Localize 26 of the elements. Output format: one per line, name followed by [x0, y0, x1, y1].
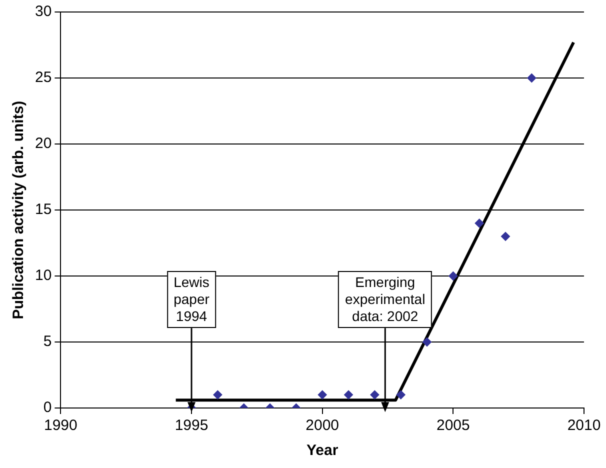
x-tick-label: 2005: [436, 417, 470, 434]
point: [448, 272, 458, 280]
y-tick-label: 25: [34, 69, 52, 86]
x-tick-label: 1990: [44, 417, 78, 434]
y-tick-label: 30: [34, 3, 52, 20]
point: [344, 390, 354, 400]
point: [422, 338, 432, 346]
annotation: Emerging experimental data: 2002: [338, 271, 432, 328]
y-tick-label: 10: [34, 267, 52, 284]
x-axis-title: Year: [306, 442, 338, 460]
y-axis-title: Publication activity (arb. units): [10, 100, 28, 320]
x-tick-label: 2000: [306, 417, 340, 434]
point: [527, 74, 536, 82]
y-tick-label: 0: [43, 399, 52, 416]
point: [501, 232, 510, 241]
y-tick-label: 20: [34, 135, 52, 152]
point: [213, 390, 222, 400]
point: [474, 218, 484, 228]
y-tick-label: 15: [34, 201, 52, 218]
y-tick-label: 5: [43, 333, 52, 350]
point: [396, 390, 406, 400]
x-tick-label: 1995: [174, 417, 208, 434]
point: [318, 390, 327, 400]
annotation: Lewis paper 1994: [166, 271, 216, 328]
x-tick-label: 2010: [567, 417, 601, 434]
point: [370, 390, 380, 400]
